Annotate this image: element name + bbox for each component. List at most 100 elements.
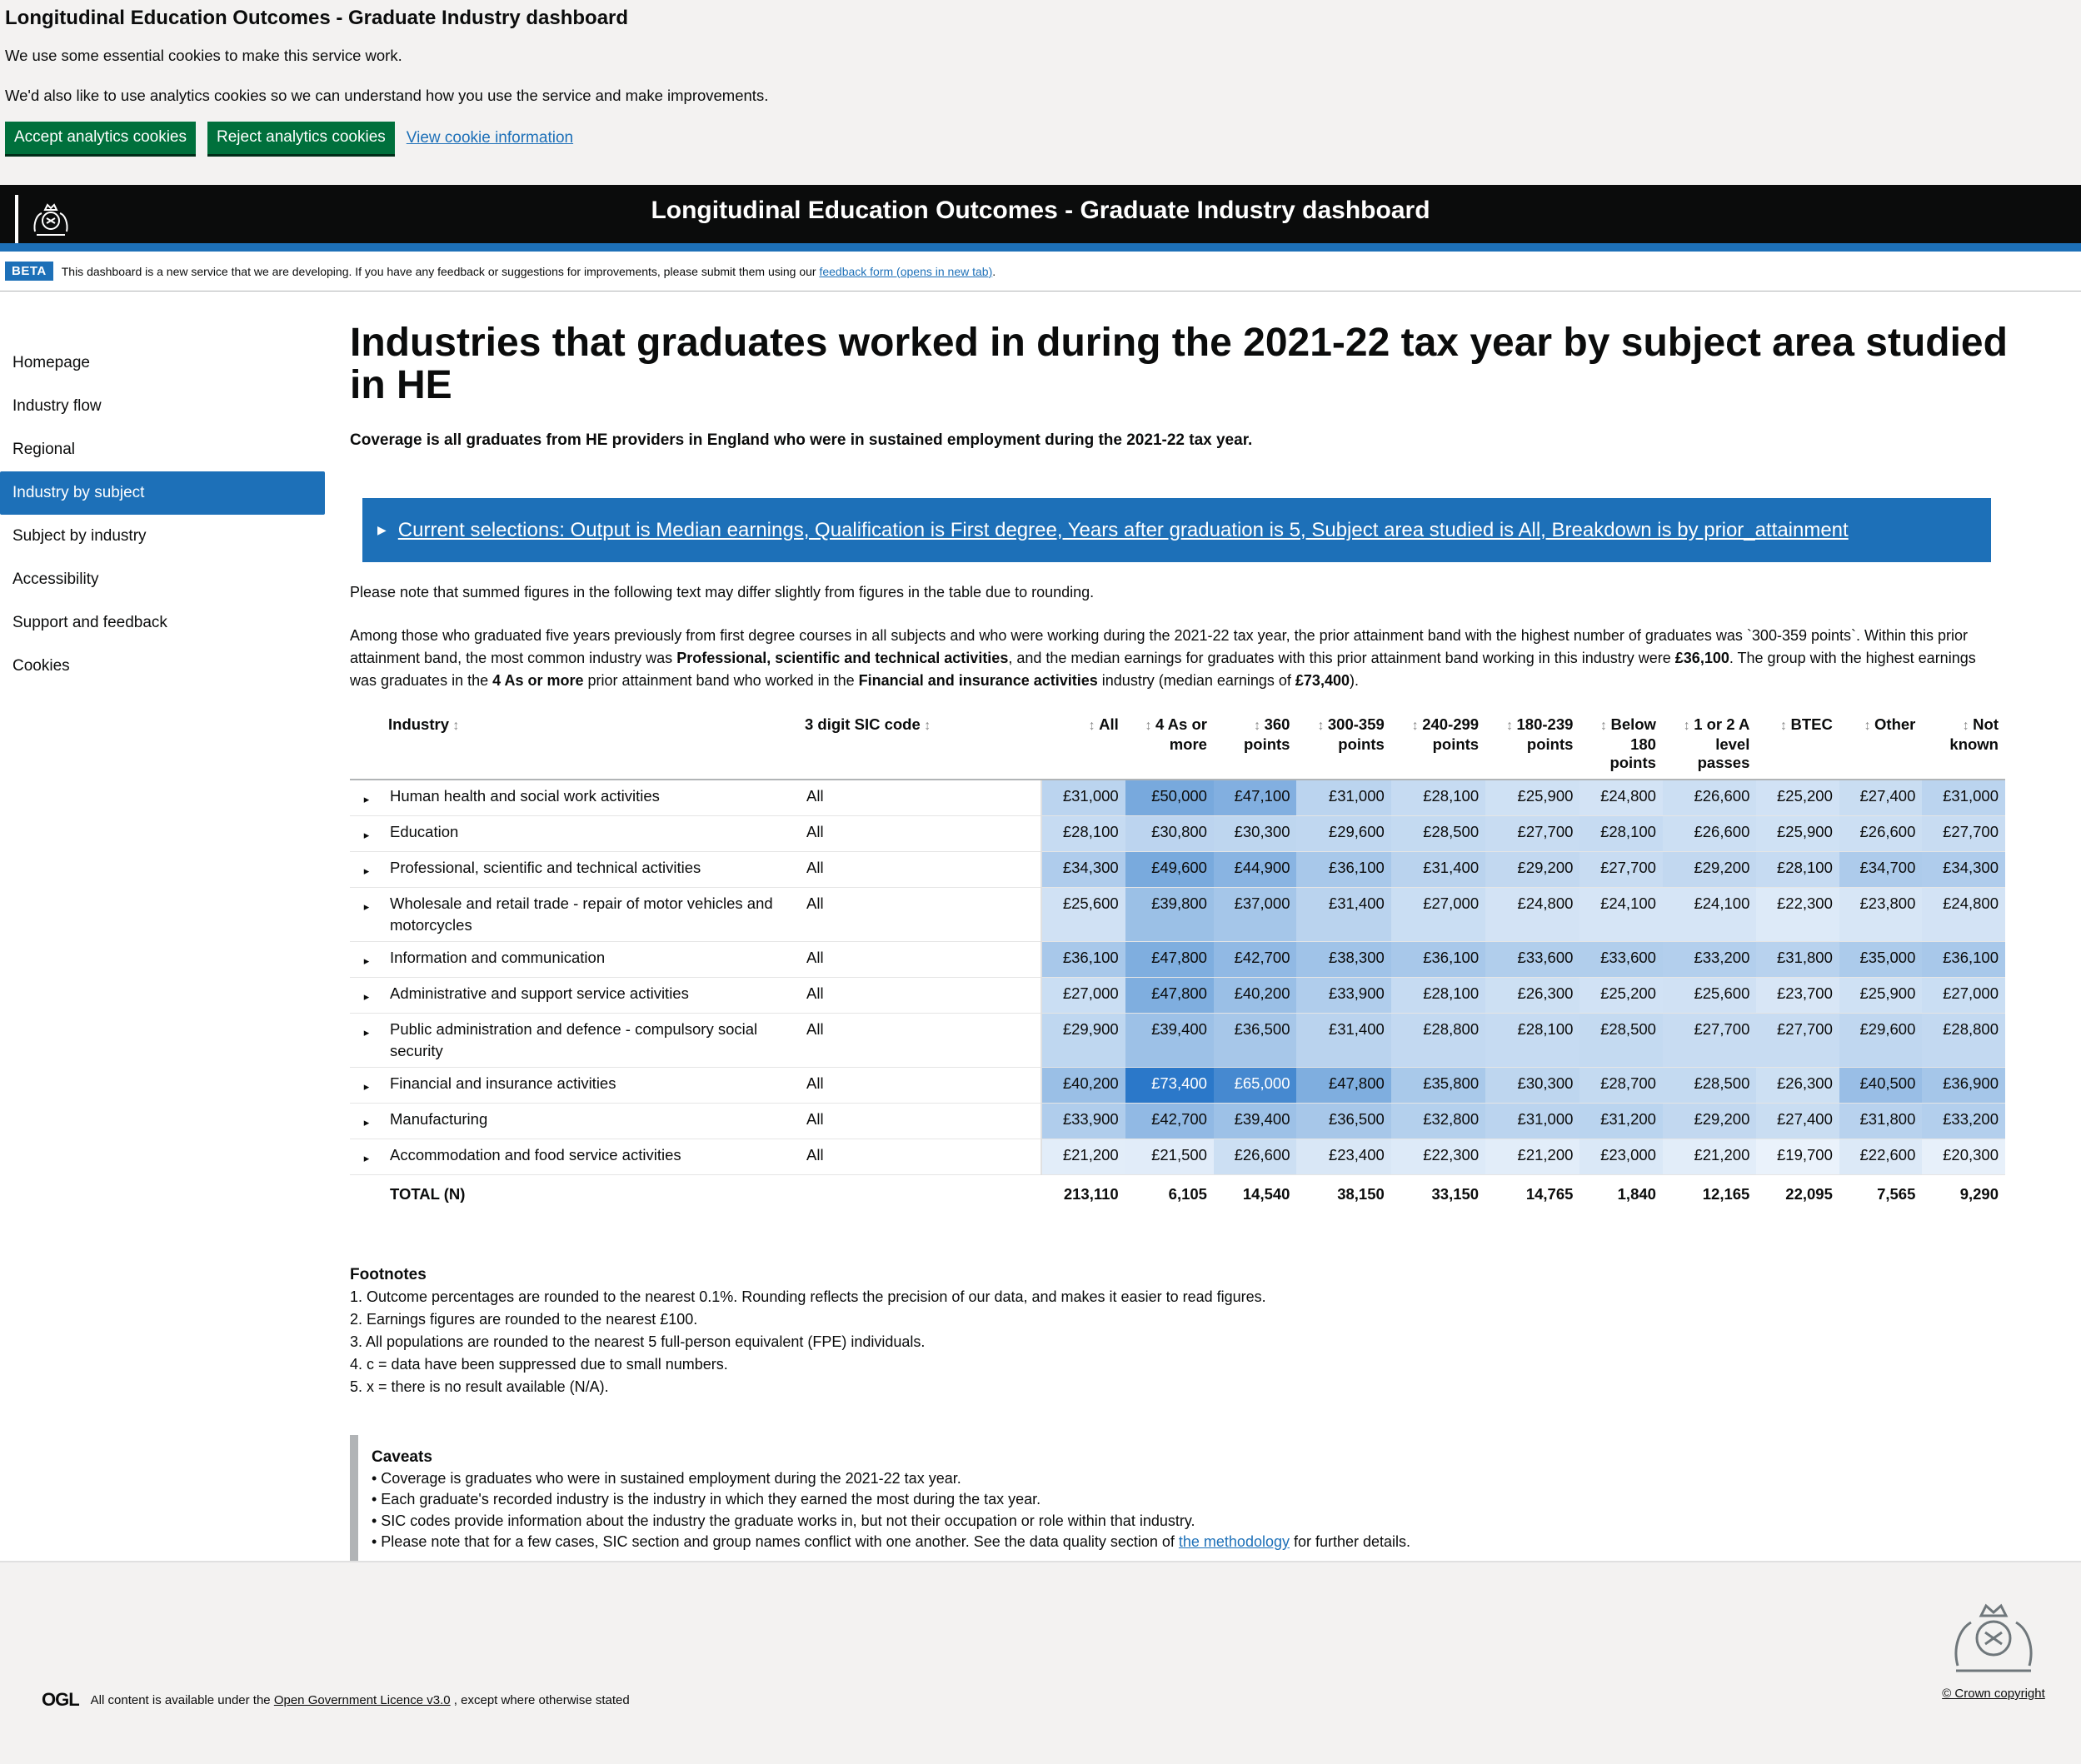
accept-cookies-button[interactable]: Accept analytics cookies — [5, 122, 196, 154]
methodology-link[interactable]: the methodology — [1178, 1533, 1290, 1550]
triangle-right-icon[interactable]: ▸ — [350, 1013, 383, 1068]
triangle-right-icon[interactable]: ▸ — [350, 1067, 383, 1104]
earnings-cell: £36,100 — [1922, 941, 2005, 978]
earnings-cell: £26,600 — [1662, 815, 1757, 852]
column-header-line: 300-359 — [1327, 715, 1385, 733]
column-header-4-as-or-more[interactable]: ↕ 4 As or more — [1125, 709, 1214, 780]
column-header-not-known[interactable]: ↕ Not known — [1922, 709, 2005, 780]
crown-copyright-link[interactable]: © Crown copyright — [1942, 1687, 2045, 1701]
beta-banner: BETA This dashboard is a new service tha… — [0, 252, 2081, 292]
earnings-cell: £47,800 — [1125, 941, 1214, 978]
sidebar-item-regional[interactable]: Regional — [12, 441, 75, 458]
summary-bold: 4 As or more — [492, 672, 584, 689]
sort-arrows-icon[interactable]: ↕ — [1506, 719, 1517, 733]
column-header-360-points[interactable]: ↕ 360 points — [1213, 709, 1297, 780]
reject-cookies-button[interactable]: Reject analytics cookies — [207, 122, 395, 154]
earnings-cell: £36,500 — [1213, 1013, 1297, 1068]
industry-cell: Professional, scientific and technical a… — [383, 851, 800, 888]
column-header-3-digit-sic-code[interactable]: 3 digit SIC code ↕ — [800, 709, 1041, 780]
site-footer: OGL All content is available under the O… — [0, 1561, 2081, 1764]
sort-arrows-icon[interactable]: ↕ — [1254, 719, 1265, 733]
sort-arrows-icon[interactable]: ↕ — [1962, 719, 1974, 733]
sic-code-cell: All — [800, 851, 1041, 888]
earnings-cell: £19,700 — [1756, 1139, 1839, 1175]
triangle-right-icon[interactable]: ▸ — [350, 887, 383, 942]
sort-arrows-icon[interactable]: ↕ — [1600, 719, 1611, 733]
total-spacer — [350, 1175, 383, 1211]
sic-code-cell: All — [800, 815, 1041, 852]
column-header-all[interactable]: ↕ All — [1041, 709, 1125, 780]
footnote-item: 1. Outcome percentages are rounded to th… — [350, 1288, 1266, 1305]
column-header-label: 4 As or more — [1155, 715, 1207, 753]
earnings-cell: £20,300 — [1922, 1139, 2005, 1175]
triangle-right-icon[interactable]: ▸ — [350, 851, 383, 888]
sort-arrows-icon[interactable]: ↕ — [1317, 719, 1328, 733]
column-header-line: 360 — [1264, 715, 1290, 733]
summary-paragraph: Among those who graduated five years pre… — [350, 625, 1999, 692]
column-header-1-or-2-a-level-passes[interactable]: ↕ 1 or 2 A level passes — [1662, 709, 1757, 780]
triangle-right-icon[interactable]: ▸ — [350, 977, 383, 1014]
earnings-cell: £36,100 — [1296, 851, 1391, 888]
column-header-240-299-points[interactable]: ↕ 240-299 points — [1390, 709, 1486, 780]
column-header-below-180-points[interactable]: ↕ Below 180 points — [1579, 709, 1663, 780]
summary-bold: £73,400 — [1295, 672, 1350, 689]
column-header-label: 240-299 points — [1422, 715, 1479, 753]
sidebar-item-homepage[interactable]: Homepage — [12, 354, 90, 371]
earnings-cell: £29,600 — [1296, 815, 1391, 852]
earnings-cell: £39,800 — [1125, 887, 1214, 942]
sort-arrows-icon[interactable]: ↕ — [1780, 719, 1791, 733]
footnote-item: 2. Earnings figures are rounded to the n… — [350, 1311, 698, 1328]
table-row: ▸ Public administration and defence - com… — [350, 1013, 2005, 1068]
sidebar-item-accessibility[interactable]: Accessibility — [12, 571, 99, 588]
column-header-other[interactable]: ↕ Other — [1839, 709, 1923, 780]
royal-crest-icon — [1954, 1603, 2033, 1672]
earnings-cell: £31,400 — [1390, 851, 1486, 888]
earnings-cell: £28,100 — [1390, 977, 1486, 1014]
sort-arrows-icon[interactable]: ↕ — [920, 719, 931, 733]
earnings-cell: £38,300 — [1296, 941, 1391, 978]
ogl-link[interactable]: Open Government Licence v3.0 — [273, 1692, 451, 1707]
caveat-text: for further details. — [1289, 1533, 1411, 1550]
sidebar-item-industry-flow[interactable]: Industry flow — [12, 397, 102, 415]
industry-cell: Manufacturing — [383, 1103, 800, 1139]
sidebar-item-cookies[interactable]: Cookies — [12, 657, 70, 675]
triangle-right-icon[interactable]: ▸ — [350, 1139, 383, 1175]
earnings-cell: £25,900 — [1756, 815, 1839, 852]
triangle-right-icon[interactable]: ▸ — [350, 780, 383, 816]
earnings-cell: £28,800 — [1390, 1013, 1486, 1068]
column-header-industry[interactable]: Industry ↕ — [383, 709, 800, 780]
triangle-right-icon[interactable]: ▸ — [350, 815, 383, 852]
sort-arrows-icon[interactable]: ↕ — [1088, 719, 1100, 733]
triangle-right-icon[interactable]: ▸ — [350, 941, 383, 978]
earnings-cell: £28,800 — [1922, 1013, 2005, 1068]
caveat-item: • Each graduate's recorded industry is t… — [372, 1491, 1041, 1507]
sort-arrows-icon[interactable]: ↕ — [1145, 719, 1155, 733]
view-cookie-information-link[interactable]: View cookie information — [406, 128, 574, 147]
royal-crest-icon[interactable] — [15, 195, 83, 243]
earnings-cell: £31,200 — [1579, 1103, 1663, 1139]
sic-code-cell: All — [800, 780, 1041, 816]
industry-cell: Public administration and defence - comp… — [383, 1013, 800, 1068]
column-header-btec[interactable]: ↕ BTEC — [1756, 709, 1839, 780]
total-cell: 12,165 — [1702, 1185, 1750, 1203]
earnings-cell: £73,400 — [1125, 1067, 1214, 1104]
sidebar-item-subject-by-industry[interactable]: Subject by industry — [12, 527, 147, 545]
earnings-cell: £26,600 — [1662, 780, 1757, 816]
column-header-180-239-points[interactable]: ↕ 180-239 points — [1485, 709, 1580, 780]
column-header-300-359-points[interactable]: ↕ 300-359 points — [1296, 709, 1391, 780]
industry-cell: Education — [383, 815, 800, 852]
sort-arrows-icon[interactable]: ↕ — [1683, 719, 1694, 733]
earnings-cell: £34,700 — [1839, 851, 1923, 888]
current-selections-toggle[interactable]: ▶ Current selections: Output is Median e… — [362, 498, 1991, 562]
feedback-form-link[interactable]: feedback form (opens in new tab) — [819, 264, 993, 278]
triangle-right-icon[interactable]: ▸ — [350, 1103, 383, 1139]
earnings-cell: £47,800 — [1296, 1067, 1391, 1104]
earnings-cell: £28,500 — [1579, 1013, 1663, 1068]
sort-arrows-icon[interactable]: ↕ — [1411, 719, 1423, 733]
sort-arrows-icon[interactable]: ↕ — [1864, 719, 1875, 733]
sidebar-item-industry-by-subject[interactable]: Industry by subject — [0, 471, 325, 515]
sort-arrows-icon[interactable]: ↕ — [448, 719, 460, 733]
earnings-cell: £33,900 — [1296, 977, 1391, 1014]
column-header-label: 180-239 points — [1517, 715, 1574, 753]
sidebar-item-support-and-feedback[interactable]: Support and feedback — [12, 614, 167, 631]
